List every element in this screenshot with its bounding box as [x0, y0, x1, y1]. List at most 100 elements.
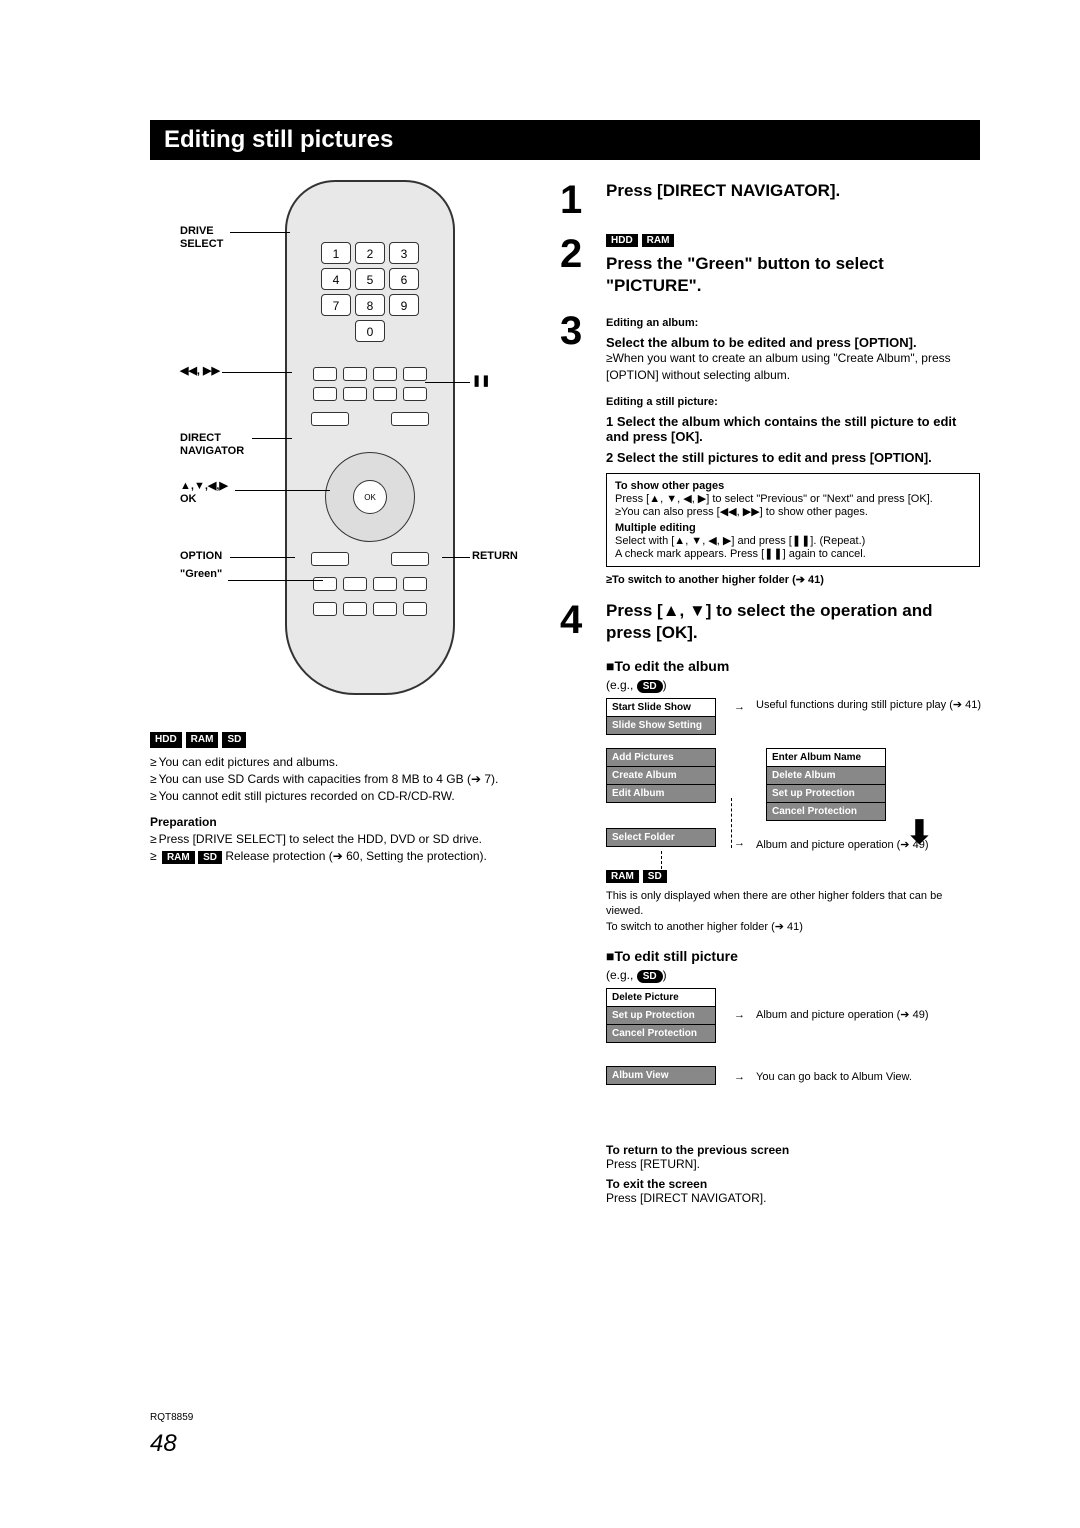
prep-1: Press [DRIVE SELECT] to select the HDD, … [150, 831, 530, 848]
key-8: 8 [355, 294, 385, 316]
key-3: 3 [389, 242, 419, 264]
label-drive: DRIVE SELECT [180, 225, 223, 251]
prep-2: RAM SD Release protection (➔ 60, Setting… [150, 848, 530, 865]
opt-mult-title: Multiple editing [615, 522, 971, 534]
note-line-2: You can use SD Cards with capacities fro… [150, 771, 530, 788]
key-4: 4 [321, 268, 351, 290]
badge-sd-2: SD [198, 851, 222, 864]
menu-btn [391, 412, 429, 426]
key-2: 2 [355, 242, 385, 264]
badge-ram-2: RAM [162, 851, 195, 864]
ok-button: OK [353, 480, 387, 514]
still-menu-diagram: Delete Picture Set up Protection Cancel … [606, 988, 980, 1123]
color-yellow [373, 577, 397, 591]
pause-btn [373, 367, 397, 381]
label-pause: ❚❚ [472, 375, 490, 388]
left-column: 1 2 3 4 5 6 7 8 9 0 [150, 180, 530, 1205]
return-btn [391, 552, 429, 566]
step-3-num: 3 [560, 311, 606, 586]
other-btn [373, 387, 397, 401]
album-note-1: This is only displayed when there are ot… [606, 889, 980, 935]
page-number: 48 [150, 1430, 177, 1458]
play-btn [403, 367, 427, 381]
edit-album-heading: ■To edit the album [606, 658, 980, 674]
key-7: 7 [321, 294, 351, 316]
menu2-delete: Delete Album [767, 767, 885, 785]
menu2-enter: Enter Album Name [767, 749, 885, 767]
edit-still-heading: ■To edit still picture [606, 948, 980, 964]
badge-sd: SD [222, 732, 246, 748]
step-4-title: Press [▲, ▼] to select the operation and… [606, 600, 980, 644]
label-green: "Green" [180, 568, 222, 581]
footer-exit-body: Press [DIRECT NAVIGATOR]. [606, 1191, 980, 1205]
footer-block: To return to the previous screen Press [… [606, 1143, 980, 1205]
note-line-3: You cannot edit still pictures recorded … [150, 788, 530, 805]
rec-btn [343, 387, 367, 401]
edit-album-eg: (e.g., SD) [606, 678, 980, 692]
s3-edit-album: Editing an album: [606, 317, 980, 329]
opt-pages-body: Press [▲, ▼, ◀, ▶] to select "Previous" … [615, 492, 971, 505]
label-return: RETURN [472, 550, 518, 563]
opt-mult-body: Select with [▲, ▼, ◀, ▶] and press [❚❚].… [615, 534, 971, 560]
note-line-1: You can edit pictures and albums. [150, 754, 530, 771]
menu2-cancel: Cancel Protection [767, 803, 885, 820]
direct-nav-btn [311, 412, 349, 426]
still-cap-1: → Album and picture operation (➔ 49) [756, 1008, 986, 1022]
album-menu-diagram: Start Slide Show Slide Show Setting Add … [606, 698, 980, 928]
s3-when-create: When you want to create an album using "… [606, 351, 951, 382]
menu-slideshow: Start Slide Show [607, 699, 715, 717]
s3-sel-album-still: 1 Select the album which contains the st… [606, 414, 980, 444]
edit-still-eg: (e.g., SD) [606, 968, 980, 982]
option-box: To show other pages Press [▲, ▼, ◀, ▶] t… [606, 473, 980, 567]
label-arrows: ▲,▼,◀,▶ OK [180, 480, 228, 506]
menu-add: Add Pictures [607, 749, 715, 767]
color-green [343, 577, 367, 591]
footer-ret-body: Press [RETURN]. [606, 1157, 980, 1171]
s3-edit-still: Editing a still picture: [606, 396, 980, 408]
prep-title: Preparation [150, 814, 530, 831]
album-cap-2: → Album and picture operation (➔ 49) [756, 838, 986, 852]
album-cap-1: → Useful functions during still picture … [756, 698, 986, 712]
stop-btn [313, 387, 337, 401]
skip-back-btn [313, 367, 337, 381]
menu-select-folder: Select Folder [607, 829, 715, 846]
doc-id: RQT8859 [150, 1412, 193, 1423]
step-2-num: 2 [560, 234, 606, 297]
still-album-view: Album View [607, 1067, 715, 1084]
still-protect: Set up Protection [607, 1007, 715, 1025]
step-1-num: 1 [560, 180, 606, 220]
bottom-btn-3 [373, 602, 397, 616]
note-badge-ram: RAM [606, 870, 639, 883]
bottom-btn-4 [403, 602, 427, 616]
still-cap-2: → You can go back to Album View. [756, 1070, 986, 1084]
down-arrow-icon: ⬇ [906, 813, 933, 851]
s3-select-album: Select the album to be edited and press … [606, 335, 980, 350]
remote-diagram: 1 2 3 4 5 6 7 8 9 0 [180, 180, 530, 720]
option-btn [311, 552, 349, 566]
label-option: OPTION [180, 550, 222, 563]
key-5: 5 [355, 268, 385, 290]
s3-sel-still: 2 Select the still pictures to edit and … [606, 450, 980, 465]
key-9: 9 [389, 294, 419, 316]
bottom-btn-1 [313, 602, 337, 616]
badge-ram: RAM [186, 732, 219, 748]
dpad: OK [325, 452, 415, 542]
menu-slideshow-setting: Slide Show Setting [607, 717, 715, 734]
badge-hdd: HDD [150, 732, 182, 748]
step-1-title: Press [DIRECT NAVIGATOR]. [606, 180, 980, 202]
s2-badge-ram: RAM [642, 234, 675, 247]
key-6: 6 [389, 268, 419, 290]
right-column: 1 Press [DIRECT NAVIGATOR]. 2 HDD RAM Pr… [560, 180, 980, 1205]
still-delete: Delete Picture [607, 989, 715, 1007]
skip-fwd-btn [343, 367, 367, 381]
footer-exit-title: To exit the screen [606, 1177, 980, 1191]
opt-pages-title: To show other pages [615, 480, 971, 492]
footer-ret-title: To return to the previous screen [606, 1143, 980, 1157]
menu-create: Create Album [607, 767, 715, 785]
notes-block: HDD RAM SD You can edit pictures and alb… [150, 732, 530, 865]
key-0: 0 [355, 320, 385, 342]
key-1: 1 [321, 242, 351, 264]
menu2-protect: Set up Protection [767, 785, 885, 803]
s2-badge-hdd: HDD [606, 234, 638, 247]
label-direct: DIRECT NAVIGATOR [180, 432, 244, 458]
